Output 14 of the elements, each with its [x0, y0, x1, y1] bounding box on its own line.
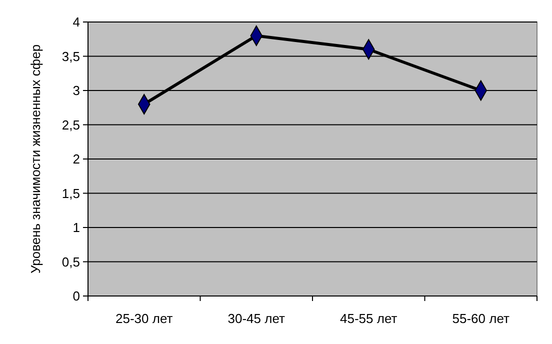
y-tick-label: 2,5	[62, 117, 80, 132]
x-tick-label: 25-30 лет	[116, 311, 173, 326]
y-tick-label: 1	[72, 220, 80, 236]
y-tick-label: 4	[72, 14, 80, 30]
x-tick-label: 45-55 лет	[340, 311, 398, 326]
y-tick-label: 2	[72, 152, 80, 167]
y-axis-title: Уровень значимости жизненных сфер	[28, 44, 43, 274]
y-tick-label: 3	[72, 83, 80, 98]
y-tick-label: 0	[72, 288, 80, 304]
x-tick-label: 30-45 лет	[228, 311, 286, 326]
y-tick-label: 3,5	[62, 48, 80, 64]
y-tick-label: 1,5	[62, 186, 80, 201]
y-tick-label: 0,5	[62, 254, 80, 270]
x-tick-label: 55-60 лет	[452, 311, 510, 326]
